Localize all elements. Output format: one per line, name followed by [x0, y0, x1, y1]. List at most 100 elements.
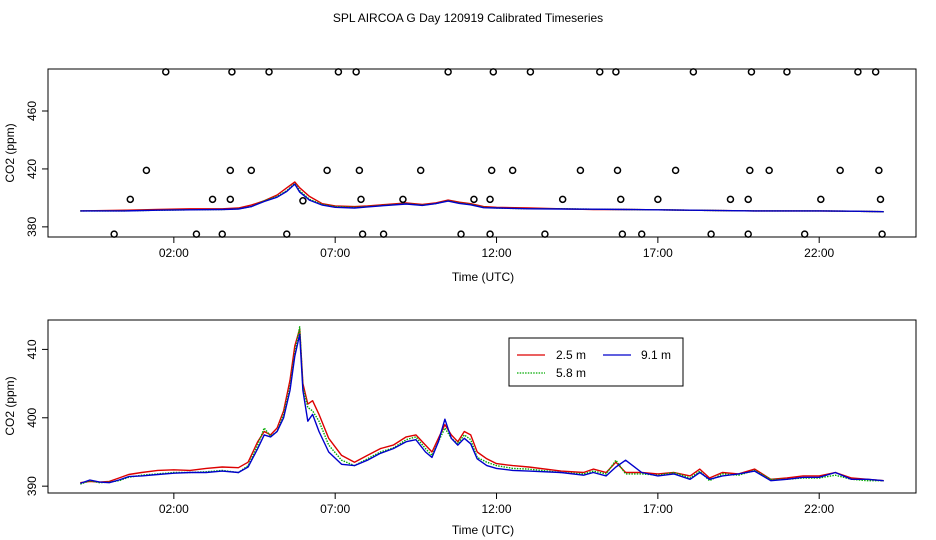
flag-point-18 — [357, 195, 365, 204]
flag-point-52 — [800, 230, 809, 238]
y-tick-label-0: 380 — [25, 217, 39, 237]
flag-point-7 — [226, 166, 235, 175]
x-tick-label-0: 02:00 — [159, 502, 189, 516]
flag-point-5 — [208, 195, 217, 204]
flag-point-29 — [486, 230, 494, 238]
flag-point-48 — [746, 166, 754, 175]
x-tick-label-0: 02:00 — [159, 246, 189, 260]
top-flag-points — [110, 68, 886, 238]
x-tick-label-3: 17:00 — [643, 502, 673, 516]
flag-point-45 — [726, 195, 735, 204]
legend-label-9-1m: 9.1 m — [641, 348, 671, 362]
x-tick-label-4: 22:00 — [804, 502, 834, 516]
flag-point-59 — [878, 230, 886, 238]
flag-point-51 — [783, 68, 791, 76]
flag-point-46 — [744, 195, 752, 204]
flag-point-25 — [470, 195, 478, 204]
flag-point-44 — [707, 230, 715, 238]
flag-point-54 — [836, 166, 844, 175]
flag-point-43 — [689, 68, 698, 76]
bottom-x-axis-label: Time (UTC) — [452, 523, 514, 537]
flag-point-37 — [613, 166, 622, 175]
flag-point-27 — [487, 166, 496, 175]
flag-point-16 — [352, 68, 360, 76]
top-x-axis-label: Time (UTC) — [452, 270, 514, 284]
flag-point-1 — [126, 195, 135, 204]
bottom-y-axis-label: CO2 (ppm) — [3, 376, 17, 435]
series-line-5-8-m — [80, 326, 884, 485]
top-plot-frame — [47, 68, 917, 238]
flag-point-2 — [142, 166, 151, 175]
x-tick-label-2: 12:00 — [482, 246, 512, 260]
flag-point-57 — [875, 166, 883, 175]
flag-point-0 — [110, 230, 118, 238]
flag-point-41 — [654, 195, 662, 204]
flag-point-58 — [876, 195, 885, 204]
flag-point-17 — [355, 166, 364, 175]
x-tick-label-4: 22:00 — [804, 246, 834, 260]
flag-point-32 — [541, 230, 549, 238]
flag-point-12 — [283, 230, 291, 238]
bottom-series-layer — [80, 326, 884, 485]
top-y-axis-label: CO2 (ppm) — [3, 123, 17, 182]
flag-point-9 — [228, 68, 236, 76]
flag-point-8 — [218, 230, 226, 238]
flag-point-21 — [399, 195, 407, 204]
legend-box — [508, 337, 684, 387]
flag-point-24 — [457, 230, 465, 238]
series-line-2-5-m — [80, 328, 884, 484]
flag-point-28 — [489, 68, 498, 76]
flag-point-53 — [817, 195, 825, 204]
series-line-9-1-m — [80, 183, 884, 213]
x-tick-label-3: 17:00 — [643, 246, 673, 260]
flag-point-31 — [526, 68, 535, 76]
flag-point-26 — [486, 195, 494, 204]
y-tick-label-2: 410 — [25, 339, 39, 359]
flag-point-13 — [299, 197, 307, 205]
top-x-axis: 02:00 07:00 12:00 17:00 22:00 — [159, 237, 835, 260]
flag-point-38 — [617, 195, 625, 204]
flag-point-23 — [444, 68, 452, 76]
flag-point-22 — [416, 166, 425, 175]
legend-label-5-8m: 5.8 m — [556, 366, 586, 380]
flag-point-42 — [671, 166, 680, 175]
flag-point-20 — [379, 230, 388, 238]
legend: 2.5 m 5.8 m 9.1 m — [508, 337, 684, 387]
flag-point-19 — [358, 230, 367, 238]
top-series-layer — [80, 181, 884, 213]
flag-point-39 — [618, 230, 627, 238]
x-tick-label-1: 07:00 — [320, 502, 350, 516]
bottom-x-axis: 02:00 07:00 12:00 17:00 22:00 — [159, 493, 835, 516]
y-tick-label-1: 400 — [25, 407, 39, 427]
legend-label-2-5m: 2.5 m — [556, 348, 586, 362]
flag-point-56 — [871, 68, 880, 76]
flag-point-4 — [192, 230, 201, 238]
flag-point-40 — [637, 230, 646, 238]
flag-point-49 — [747, 68, 756, 76]
flag-point-36 — [612, 68, 620, 76]
flag-point-33 — [558, 195, 567, 204]
flag-point-3 — [162, 68, 170, 76]
flag-point-34 — [576, 166, 585, 175]
top-y-axis: 380 420 460 — [25, 101, 48, 237]
flag-point-14 — [323, 166, 331, 175]
flag-point-30 — [508, 166, 517, 175]
flag-point-55 — [854, 68, 862, 76]
flag-point-15 — [334, 68, 343, 76]
bottom-panel: 02:00 07:00 12:00 17:00 22:00 390 400 410 Time… — [3, 319, 917, 537]
flag-point-35 — [596, 68, 604, 76]
flag-point-47 — [744, 230, 752, 238]
bottom-y-axis: 390 400 410 — [25, 339, 48, 496]
x-tick-label-1: 07:00 — [320, 246, 350, 260]
y-tick-label-0: 390 — [25, 476, 39, 496]
bottom-plot-frame — [47, 319, 917, 494]
x-tick-label-2: 12:00 — [482, 502, 512, 516]
flag-point-50 — [765, 166, 773, 175]
y-tick-label-2: 460 — [25, 101, 39, 121]
y-tick-label-1: 420 — [25, 159, 39, 179]
flag-point-6 — [226, 195, 235, 204]
flag-point-10 — [247, 166, 256, 175]
top-panel: 02:00 07:00 12:00 17:00 22:00 380 420 460 Time… — [3, 68, 917, 284]
figure-title: SPL AIRCOA G Day 120919 Calibrated Times… — [333, 11, 603, 25]
